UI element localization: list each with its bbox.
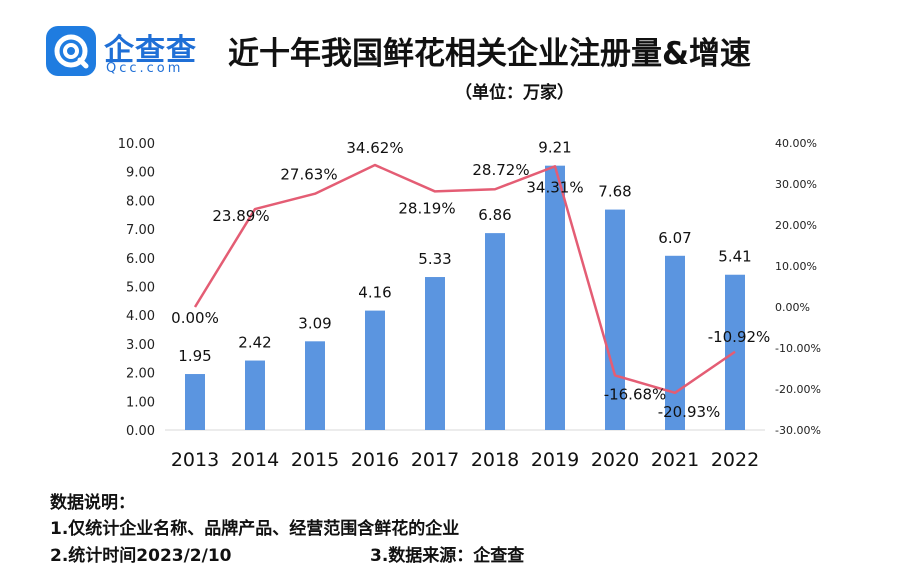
chart-unit: （单位：万家） xyxy=(455,83,574,103)
y-left-tick-label: 6.00 xyxy=(126,252,155,267)
growth-value-label: -20.93% xyxy=(658,403,721,421)
y-right-tick-label: 20.00% xyxy=(775,219,817,232)
y-right-tick-label: -10.00% xyxy=(775,342,821,355)
growth-value-label: 34.31% xyxy=(526,178,583,196)
bar xyxy=(305,341,325,430)
bar xyxy=(425,277,445,430)
x-tick-label: 2020 xyxy=(591,449,639,471)
qcc-logo-icon xyxy=(46,26,96,76)
bar xyxy=(365,310,385,430)
bar-value-label: 5.33 xyxy=(418,250,451,268)
bar xyxy=(545,165,565,430)
bar-value-label: 4.16 xyxy=(358,284,391,302)
growth-value-label: 28.19% xyxy=(398,199,455,217)
bar-value-label: 9.21 xyxy=(538,139,571,157)
bar xyxy=(605,209,625,430)
bar-value-label: 5.41 xyxy=(718,248,751,266)
logo-sub: Qcc.com xyxy=(106,61,184,76)
x-tick-label: 2015 xyxy=(291,449,339,471)
y-left-tick-label: 7.00 xyxy=(126,223,155,238)
growth-value-label: 34.62% xyxy=(346,139,403,157)
growth-value-label: -16.68% xyxy=(604,385,667,403)
x-tick-label: 2018 xyxy=(471,449,519,471)
chart-title: 近十年我国鲜花相关企业注册量&增速 xyxy=(228,36,752,72)
bar xyxy=(185,374,205,430)
y-left-tick-label: 5.00 xyxy=(126,281,155,296)
bar-value-label: 2.42 xyxy=(238,334,271,352)
y-right-tick-label: 10.00% xyxy=(775,260,817,273)
logo-name: 企查查 xyxy=(104,33,197,68)
y-left-tick-label: 4.00 xyxy=(126,309,155,324)
bar xyxy=(665,255,685,430)
x-tick-label: 2021 xyxy=(651,449,699,471)
y-left-tick-label: 8.00 xyxy=(126,194,155,209)
y-left-tick-label: 1.00 xyxy=(126,395,155,410)
y-left-tick-label: 9.00 xyxy=(126,166,155,181)
notes-line2a: 2.统计时间2023/2/10 xyxy=(50,546,232,566)
growth-value-label: 27.63% xyxy=(280,166,337,184)
bar-value-label: 1.95 xyxy=(178,347,211,365)
y-left-tick-label: 2.00 xyxy=(126,367,155,382)
bar-value-label: 6.07 xyxy=(658,229,691,247)
bar-value-label: 3.09 xyxy=(298,314,331,332)
bar-value-label: 6.86 xyxy=(478,206,511,224)
growth-value-label: 23.89% xyxy=(212,207,269,225)
y-right-tick-label: 0.00% xyxy=(775,301,810,314)
x-tick-label: 2013 xyxy=(171,449,219,471)
y-right-tick-label: -30.00% xyxy=(775,424,821,437)
combo-chart: 0.00 1.00 2.00 3.00 4.00 5.00 6.00 7.00 8.00 9.00… xyxy=(118,137,821,471)
notes-heading: 数据说明： xyxy=(50,493,135,513)
bar xyxy=(245,360,265,430)
x-tick-label: 2017 xyxy=(411,449,459,471)
growth-line xyxy=(193,163,736,395)
bar xyxy=(485,233,505,430)
growth-value-label: 28.72% xyxy=(472,161,529,179)
y-left-tick-label: 10.00 xyxy=(118,137,155,152)
y-right-tick-label: -20.00% xyxy=(775,383,821,396)
notes-line2b: 3.数据来源：企查查 xyxy=(370,546,525,566)
notes-line1: 1.仅统计企业名称、品牌产品、经营范围含鲜花的企业 xyxy=(50,519,460,539)
x-tick-label: 2016 xyxy=(351,449,399,471)
y-left-tick-label: 3.00 xyxy=(126,338,155,353)
bar-value-label: 7.68 xyxy=(598,183,631,201)
y-right-tick-label: 40.00% xyxy=(775,137,817,150)
y-left-tick-label: 0.00 xyxy=(126,424,155,439)
y-right-tick-label: 30.00% xyxy=(775,178,817,191)
growth-value-label: 0.00% xyxy=(171,309,219,327)
growth-value-label: -10.92% xyxy=(708,328,771,346)
x-tick-label: 2022 xyxy=(711,449,759,471)
x-tick-label: 2014 xyxy=(231,449,279,471)
x-tick-label: 2019 xyxy=(531,449,579,471)
